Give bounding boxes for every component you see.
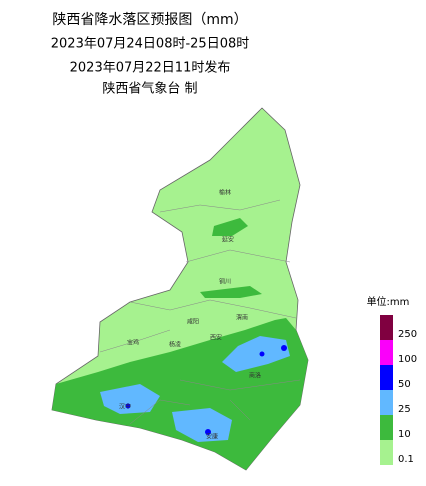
- legend-swatch: [380, 365, 393, 390]
- rain-spot: [259, 351, 265, 357]
- title: 陕西省降水落区预报图（mm）: [52, 12, 247, 28]
- city-label: 汉中: [119, 403, 131, 411]
- province: [51, 107, 309, 471]
- city-label: 铜川: [219, 278, 231, 286]
- rain-zone: [172, 408, 232, 442]
- city-label: 西安: [210, 334, 222, 342]
- city-label: 商洛: [249, 372, 261, 380]
- boundary: [99, 199, 301, 425]
- rain-zone: [200, 286, 262, 298]
- rain-spot: [205, 429, 211, 435]
- city-label: 安康: [206, 433, 218, 441]
- city-label: 杨凌: [169, 341, 181, 349]
- city-label: 渭南: [236, 314, 248, 322]
- legend-swatch: [380, 390, 393, 415]
- issuer: 陕西省气象台 制: [102, 81, 197, 97]
- city-label: 延安: [222, 236, 234, 244]
- legend: 0.1 10 25 50 100 250: [380, 315, 417, 465]
- rain-zone: [100, 384, 160, 414]
- rain-spot: [125, 403, 131, 409]
- rain-zone: [222, 336, 290, 372]
- legend-swatch: [380, 415, 393, 440]
- period: 2023年07月24日08时-25日08时: [51, 37, 250, 52]
- rain-zone: [212, 218, 248, 236]
- legend-swatch: [380, 440, 393, 465]
- city-label: 榆林: [219, 189, 231, 197]
- city-label: 宝鸡: [127, 339, 139, 347]
- legend-label: 0.1: [398, 454, 414, 465]
- issued: 2023年07月22日11时发布: [70, 60, 231, 76]
- city-label: 咸阳: [187, 318, 199, 326]
- legend-label: 100: [398, 354, 417, 365]
- legend-swatch: [380, 315, 393, 340]
- legend-label: 50: [398, 379, 411, 390]
- legend-swatch: [380, 340, 393, 365]
- legend-label: 250: [398, 329, 417, 340]
- rain-spot: [281, 345, 287, 351]
- legend-label: 25: [398, 404, 411, 415]
- legend-title: 单位:mm: [367, 295, 410, 308]
- legend-label: 10: [398, 429, 411, 440]
